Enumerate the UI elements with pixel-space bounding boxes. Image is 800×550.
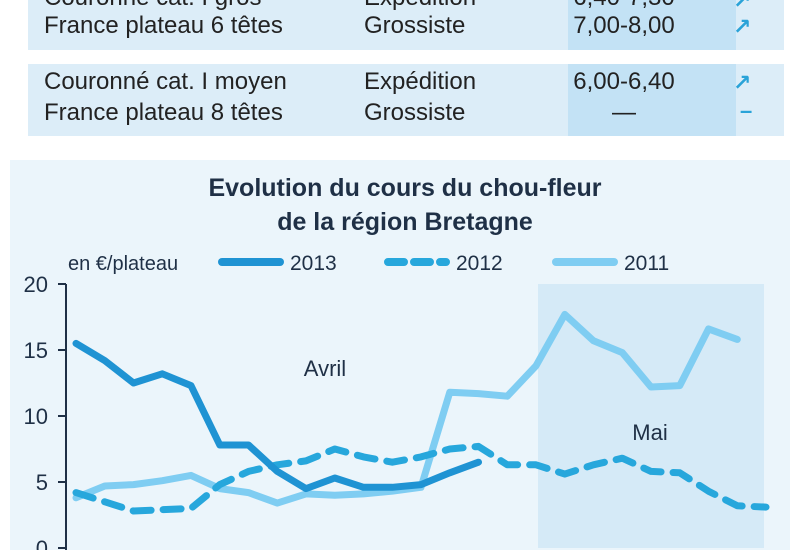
trend-up-icon: ↗ bbox=[733, 70, 752, 95]
chart-title: Evolution du cours du chou-fleur bbox=[208, 174, 601, 202]
product-label: Couronné cat. I gros bbox=[44, 0, 261, 10]
market-stage: Expédition bbox=[364, 68, 477, 95]
chart-subtitle: de la région Bretagne bbox=[277, 208, 533, 236]
chart-panel: Evolution du cours du chou-fleur de la r… bbox=[10, 160, 790, 550]
row-separator bbox=[28, 50, 784, 64]
price-range: 6,00-6,40 bbox=[573, 68, 675, 95]
price-column-highlight bbox=[568, 0, 736, 136]
market-stage: Expédition bbox=[364, 0, 476, 10]
trend-flat-icon: – bbox=[740, 98, 753, 123]
trend-up-icon: ↗ bbox=[733, 14, 752, 39]
legend-label: 2012 bbox=[456, 252, 503, 275]
market-stage: Grossiste bbox=[364, 12, 466, 39]
price-range: 7,00-8,00 bbox=[573, 12, 675, 39]
price-table: Couronné cat. I gros France plateau 6 tê… bbox=[28, 0, 784, 136]
month-annotation: Mai bbox=[632, 420, 667, 445]
y-axis-unit-label: en €/plateau bbox=[68, 253, 178, 275]
market-stage: Grossiste bbox=[364, 99, 466, 126]
y-tick-label: 0 bbox=[36, 536, 48, 550]
price-range: 6,40-7,30 bbox=[540, 0, 708, 10]
series-line-2013 bbox=[72, 339, 482, 493]
product-label: Couronné cat. I moyen bbox=[44, 68, 287, 95]
month-annotation: Avril bbox=[304, 356, 346, 381]
product-detail: France plateau 6 têtes bbox=[44, 12, 283, 39]
trend-up-icon: ↗ bbox=[733, 0, 752, 13]
price-line-chart: Evolution du cours du chou-fleur de la r… bbox=[24, 174, 770, 550]
legend-label: 2013 bbox=[290, 252, 337, 275]
price-range: — bbox=[612, 99, 636, 126]
product-detail: France plateau 8 têtes bbox=[44, 99, 283, 126]
legend-label: 2011 bbox=[624, 252, 669, 275]
y-tick-label: 15 bbox=[24, 338, 48, 363]
series-line-2012 bbox=[72, 442, 770, 515]
y-tick-label: 20 bbox=[24, 272, 48, 297]
y-tick-label: 5 bbox=[36, 470, 48, 495]
y-tick-label: 10 bbox=[24, 404, 48, 429]
